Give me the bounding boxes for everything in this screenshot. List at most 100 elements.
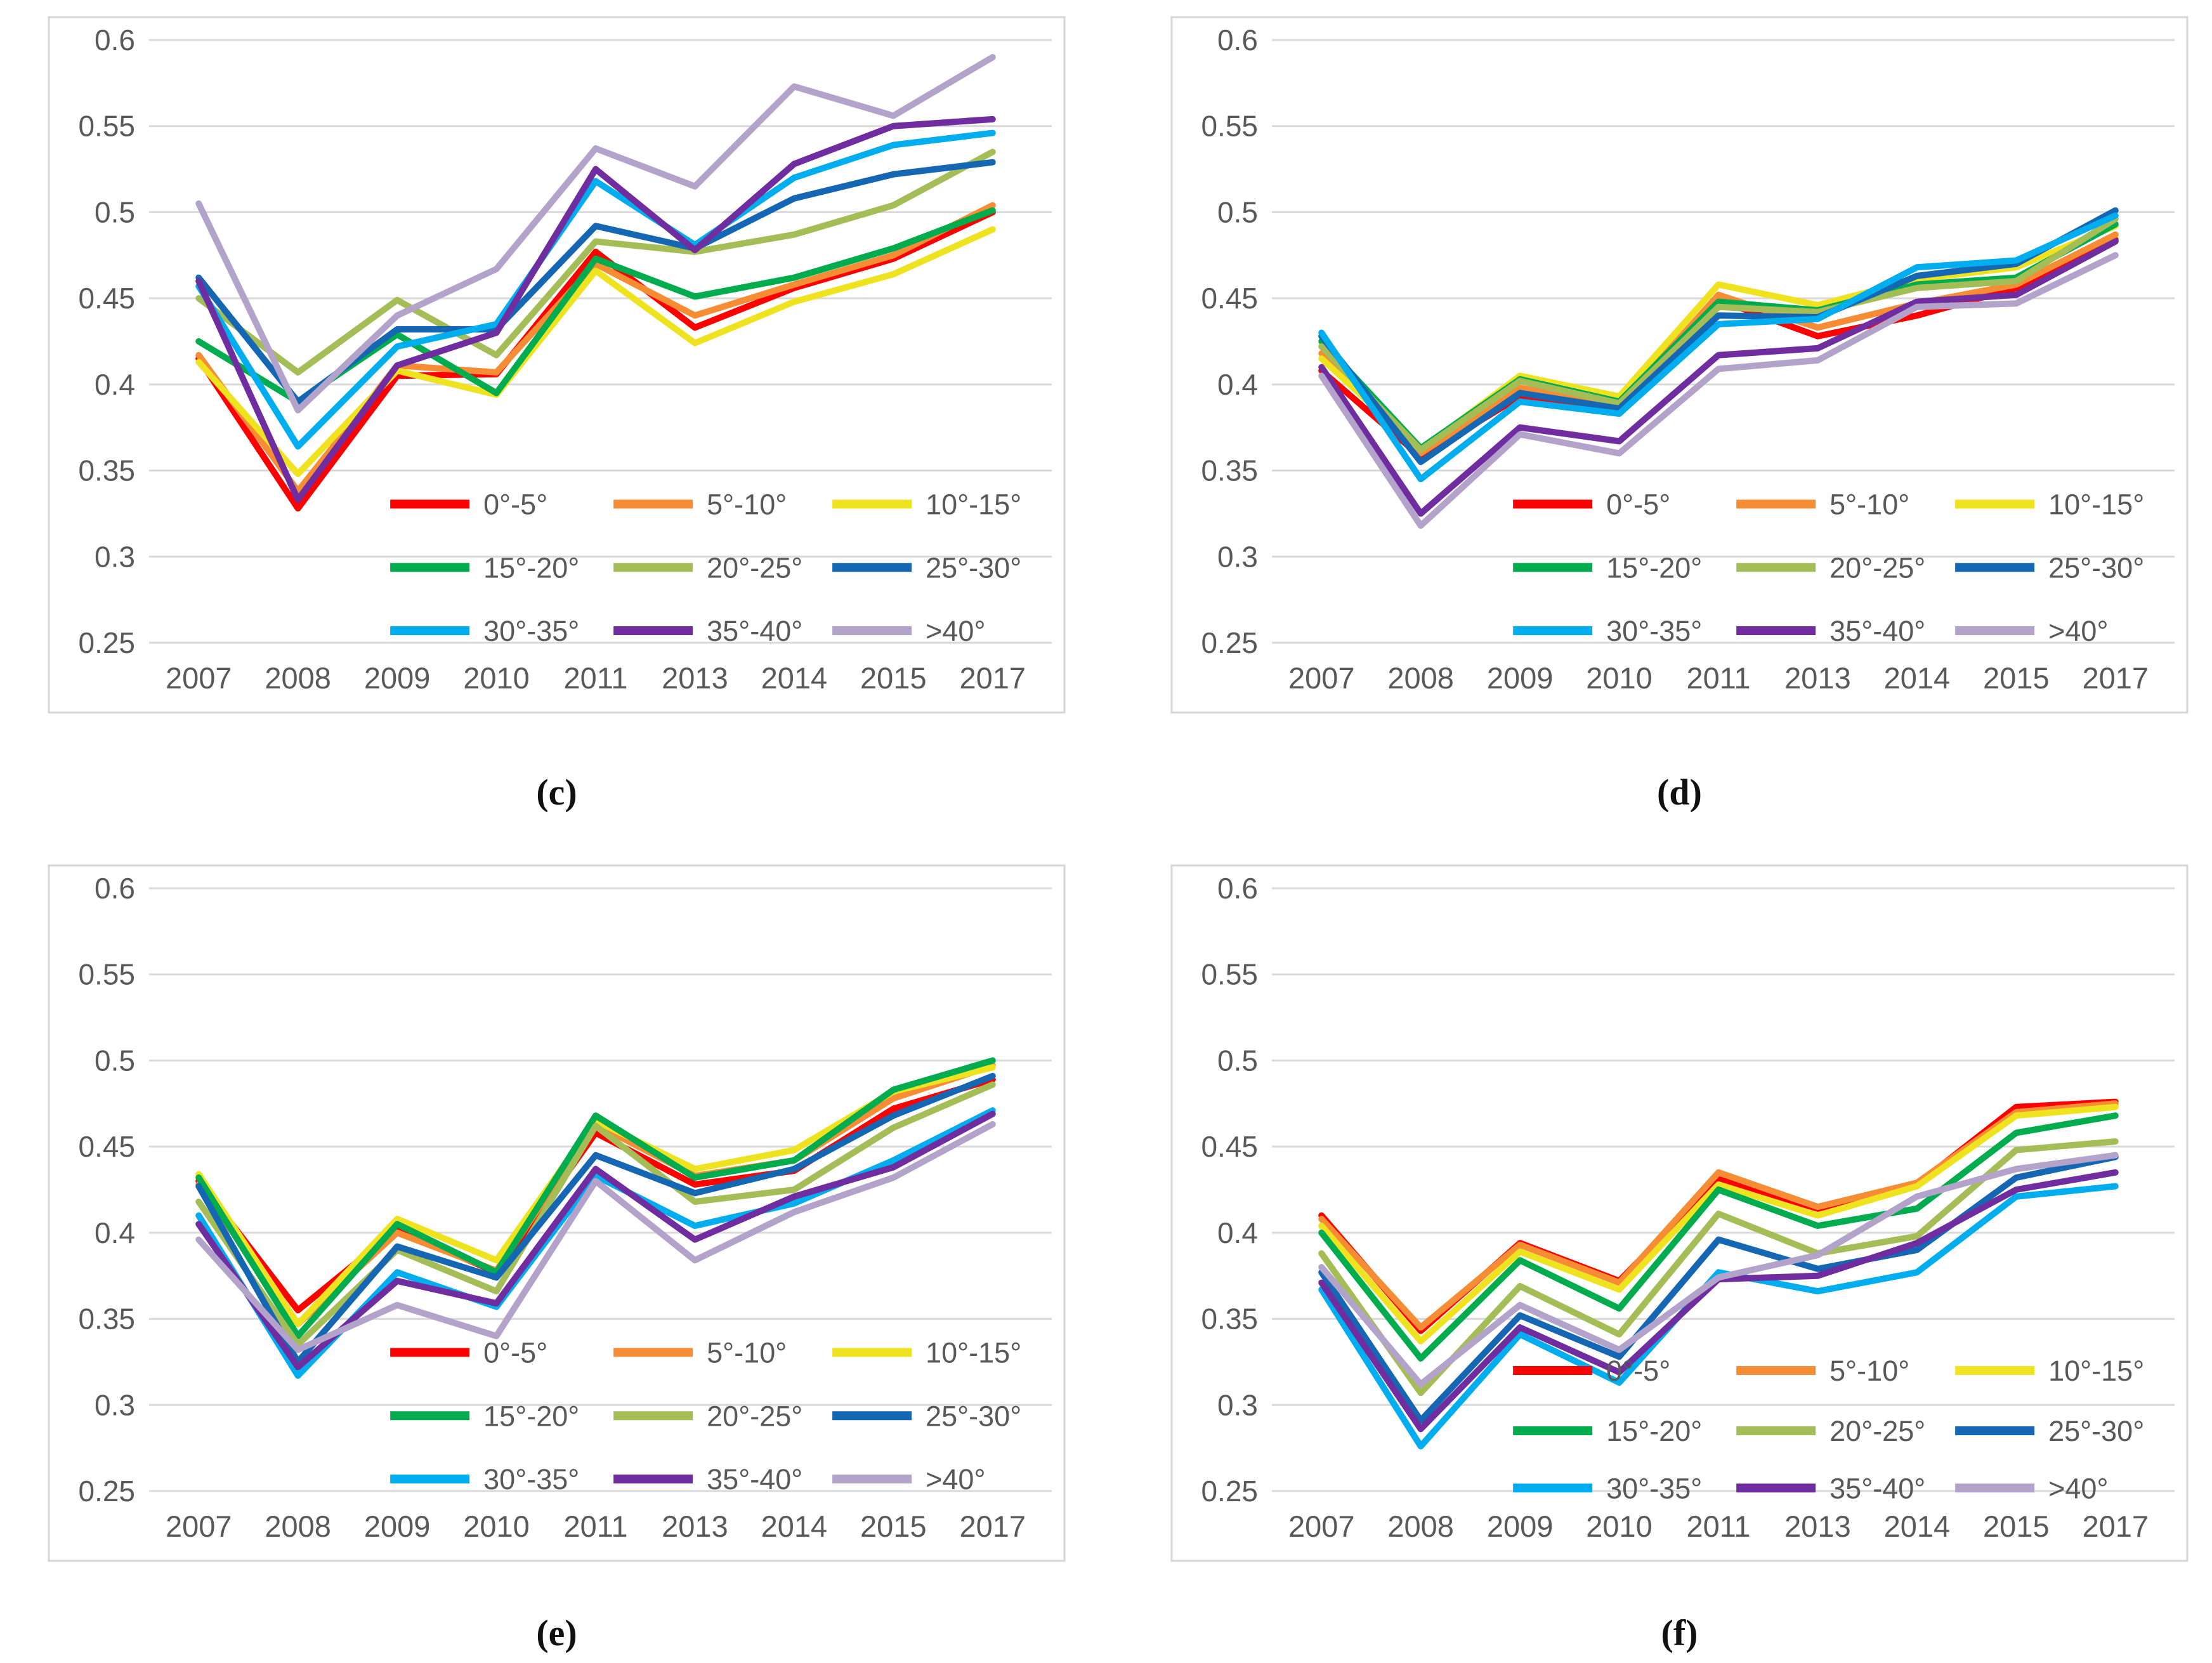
series-line-15-20 — [195, 1057, 996, 1339]
y-tick-label: 0.45 — [78, 1130, 135, 1163]
legend-item: 25°-30° — [1955, 1415, 2144, 1447]
x-tick-label: 2015 — [1983, 661, 2050, 695]
legend-item: 10°-15° — [1955, 489, 2144, 521]
y-tick-label: 0.25 — [78, 1475, 135, 1508]
legend-item: 35°-40° — [613, 1463, 802, 1495]
x-tick-label: 2017 — [959, 661, 1026, 695]
y-tick-label: 0.25 — [1201, 626, 1258, 659]
y-tick-label: 0.55 — [78, 110, 135, 143]
y-tick-label: 0.55 — [1201, 958, 1258, 991]
x-tick-label: 2011 — [563, 1509, 627, 1543]
y-tick-label: 0.45 — [1201, 1130, 1258, 1163]
legend-item: 35°-40° — [1736, 1472, 1925, 1504]
legend-item: 10°-15° — [832, 1337, 1021, 1369]
legend-item: 0°-5° — [1513, 489, 1670, 521]
y-tick-label: 0.25 — [78, 626, 135, 659]
legend-item: 25°-30° — [1955, 551, 2144, 584]
legend-label: 5°-10° — [1829, 489, 1909, 521]
legend-item: 5°-10° — [613, 489, 787, 521]
legend-item: >40° — [1955, 615, 2108, 647]
x-tick-label: 2013 — [1784, 1509, 1851, 1543]
x-tick-label: 2015 — [1983, 1509, 2050, 1543]
x-tick-label: 2009 — [364, 1509, 431, 1543]
x-tick-label: 2008 — [265, 1509, 331, 1543]
chart-panel-e: 0.6 0.55 0.5 0.45 0.4 0.35 0.3 0.25 2007 2008 2009… — [48, 864, 1066, 1562]
legend-label: 5°-10° — [707, 1337, 787, 1369]
legend-label: 10°-15° — [926, 1337, 1021, 1369]
legend-label: 0°-5° — [1606, 1355, 1670, 1387]
y-tick-label: 0.55 — [78, 958, 135, 991]
legend-item: 0°-5° — [1513, 1355, 1670, 1387]
x-tick-label: 2011 — [563, 661, 627, 695]
x-tick-label: 2010 — [1586, 1509, 1652, 1543]
legend-item: 5°-10° — [1736, 1355, 1909, 1387]
legend-item: 25°-30° — [832, 1400, 1021, 1432]
legend-item: 20°-25° — [1736, 551, 1925, 584]
y-tick-label: 0.5 — [1217, 1044, 1258, 1077]
legend-label: 15°-20° — [483, 1400, 579, 1432]
legend-label: 30°-35° — [1606, 1472, 1702, 1504]
legend-item: 10°-15° — [1955, 1355, 2144, 1387]
legend-label: 10°-15° — [2048, 489, 2144, 521]
y-tick-label: 0.4 — [1217, 368, 1258, 401]
series-line-35-40 — [1318, 238, 2119, 517]
x-tick-label: 2011 — [1686, 661, 1750, 695]
y-tick-label: 0.5 — [95, 195, 135, 228]
legend-item: 25°-30° — [832, 551, 1021, 584]
legend-label: 35°-40° — [707, 1463, 802, 1495]
panel-label-f: (f) — [1661, 1612, 1698, 1653]
legend-label: 20°-25° — [707, 551, 802, 584]
series-line-0-5 — [195, 1076, 996, 1313]
legend-label: 0°-5° — [1606, 489, 1670, 521]
series-line-0-5 — [195, 209, 996, 512]
legend-item: 10°-15° — [832, 489, 1021, 521]
y-tick-label: 0.6 — [95, 872, 135, 905]
y-tick-label: 0.35 — [78, 454, 135, 487]
legend-label: 0°-5° — [483, 489, 547, 521]
legend-label: 10°-15° — [926, 489, 1021, 521]
y-tick-label: 0.55 — [1201, 110, 1258, 143]
legend-label: 25°-30° — [2048, 551, 2144, 584]
x-tick-label: 2008 — [265, 661, 331, 695]
x-tick-label: 2010 — [463, 661, 530, 695]
panel-border — [48, 864, 1066, 1562]
series-line-25-30 — [1318, 207, 2119, 465]
y-tick-label: 0.5 — [95, 1044, 135, 1077]
y-tick-label: 0.35 — [1201, 1303, 1258, 1336]
series-line-35-40 — [195, 115, 996, 503]
legend-label: 0°-5° — [483, 1337, 547, 1369]
y-tick-label: 0.5 — [1217, 195, 1258, 228]
legend-item: >40° — [832, 615, 985, 647]
legend-label: 20°-25° — [707, 1400, 802, 1432]
y-tick-label: 0.35 — [78, 1303, 135, 1336]
legend-label: 35°-40° — [1829, 1472, 1925, 1504]
y-tick-label: 0.4 — [95, 1216, 135, 1249]
x-tick-label: 2013 — [1784, 661, 1851, 695]
series-line-20-25 — [1318, 216, 2119, 453]
x-tick-label: 2008 — [1387, 1509, 1454, 1543]
panel-border — [48, 16, 1066, 714]
series-line-25-30 — [1318, 1154, 2119, 1424]
series-line-25-30 — [195, 1072, 996, 1365]
y-tick-label: 0.3 — [95, 540, 135, 573]
legend-item: 30°-35° — [390, 615, 579, 647]
series-line-40 — [1318, 252, 2119, 529]
legend-label: 15°-20° — [1606, 551, 1702, 584]
x-tick-label: 2010 — [1586, 661, 1652, 695]
legend-item: 35°-40° — [613, 615, 802, 647]
x-tick-label: 2008 — [1387, 661, 1454, 695]
series-line-40 — [1318, 1152, 2119, 1388]
x-tick-label: 2014 — [761, 661, 828, 695]
legend-label: 25°-30° — [926, 1400, 1021, 1432]
legend-item: 30°-35° — [1513, 1472, 1702, 1504]
x-tick-label: 2009 — [364, 661, 431, 695]
chart-panel-d: 0.6 0.55 0.5 0.45 0.4 0.35 0.3 0.25 2007 2008 2009… — [1170, 16, 2189, 714]
series-line-5-10 — [1318, 231, 2119, 457]
legend-item: 20°-25° — [613, 1400, 802, 1432]
legend-item: 20°-25° — [613, 551, 802, 584]
x-tick-label: 2017 — [2082, 661, 2149, 695]
legend-label: 15°-20° — [483, 551, 579, 584]
legend-label: 30°-35° — [483, 615, 579, 647]
legend-label: 30°-35° — [1606, 615, 1702, 647]
